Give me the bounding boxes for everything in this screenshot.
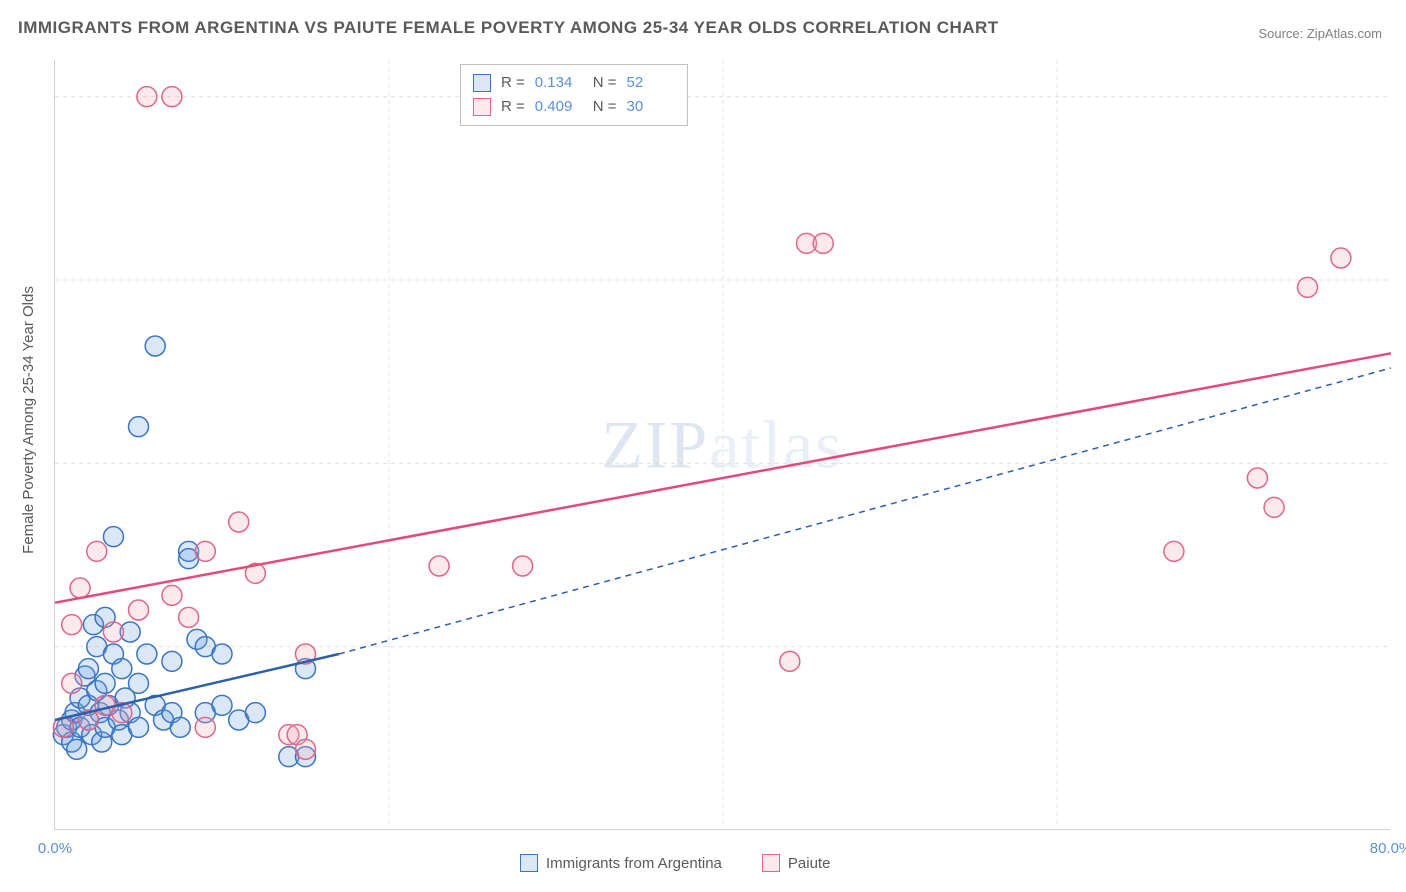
data-point bbox=[129, 417, 149, 437]
y-tick-label: 75.0% bbox=[1396, 272, 1406, 289]
data-point bbox=[429, 556, 449, 576]
data-point bbox=[129, 673, 149, 693]
y-tick-label: 25.0% bbox=[1396, 638, 1406, 655]
trend-line-extrapolated bbox=[339, 368, 1391, 654]
data-point bbox=[170, 717, 190, 737]
data-point bbox=[179, 607, 199, 627]
data-point bbox=[1298, 277, 1318, 297]
data-point bbox=[137, 644, 157, 664]
y-tick-label: 50.0% bbox=[1396, 455, 1406, 472]
y-axis-label: Female Poverty Among 25-34 Year Olds bbox=[20, 286, 37, 554]
chart-svg bbox=[55, 60, 1390, 829]
data-point bbox=[212, 695, 232, 715]
legend-swatch-icon bbox=[473, 98, 491, 116]
legend-swatch-icon bbox=[520, 854, 538, 872]
data-point bbox=[813, 233, 833, 253]
source-label: Source: ZipAtlas.com bbox=[1258, 26, 1382, 41]
legend-correlation: R = 0.134 N = 52 R = 0.409 N = 30 bbox=[460, 64, 688, 126]
y-tick-label: 100.0% bbox=[1396, 88, 1406, 105]
legend-series-label: Immigrants from Argentina bbox=[546, 855, 722, 872]
data-point bbox=[1331, 248, 1351, 268]
data-point bbox=[145, 336, 165, 356]
data-point bbox=[162, 585, 182, 605]
r-value: 0.409 bbox=[535, 95, 583, 119]
data-point bbox=[87, 541, 107, 561]
n-label: N = bbox=[593, 95, 617, 119]
r-value: 0.134 bbox=[535, 71, 583, 95]
data-point bbox=[513, 556, 533, 576]
legend-series: Immigrants from Argentina Paiute bbox=[520, 854, 830, 872]
data-point bbox=[95, 673, 115, 693]
plot-area: ZIPatlas 25.0%50.0%75.0%100.0%0.0%80.0% bbox=[54, 60, 1390, 830]
legend-swatch-icon bbox=[473, 74, 491, 92]
data-point bbox=[780, 651, 800, 671]
data-point bbox=[162, 87, 182, 107]
data-point bbox=[103, 622, 123, 642]
legend-correlation-row: R = 0.134 N = 52 bbox=[473, 71, 675, 95]
data-point bbox=[195, 717, 215, 737]
data-point bbox=[245, 703, 265, 723]
data-point bbox=[129, 717, 149, 737]
data-point bbox=[1247, 468, 1267, 488]
legend-correlation-row: R = 0.409 N = 30 bbox=[473, 95, 675, 119]
data-point bbox=[62, 673, 82, 693]
n-value: 52 bbox=[627, 71, 675, 95]
data-point bbox=[112, 659, 132, 679]
data-point bbox=[229, 512, 249, 532]
r-label: R = bbox=[501, 95, 525, 119]
chart-title: IMMIGRANTS FROM ARGENTINA VS PAIUTE FEMA… bbox=[18, 18, 999, 38]
x-tick-label: 0.0% bbox=[38, 840, 72, 857]
data-point bbox=[162, 651, 182, 671]
legend-series-label: Paiute bbox=[788, 855, 831, 872]
data-point bbox=[129, 600, 149, 620]
n-value: 30 bbox=[627, 95, 675, 119]
data-point bbox=[103, 527, 123, 547]
r-label: R = bbox=[501, 71, 525, 95]
data-point bbox=[1164, 541, 1184, 561]
chart-container: IMMIGRANTS FROM ARGENTINA VS PAIUTE FEMA… bbox=[0, 0, 1406, 892]
data-point bbox=[78, 659, 98, 679]
n-label: N = bbox=[593, 71, 617, 95]
data-point bbox=[212, 644, 232, 664]
legend-series-item: Paiute bbox=[762, 854, 831, 872]
data-point bbox=[70, 578, 90, 598]
data-point bbox=[137, 87, 157, 107]
data-point bbox=[62, 615, 82, 635]
legend-swatch-icon bbox=[762, 854, 780, 872]
data-point bbox=[296, 739, 316, 759]
x-tick-label: 80.0% bbox=[1370, 840, 1406, 857]
data-point bbox=[1264, 497, 1284, 517]
data-point bbox=[67, 739, 87, 759]
legend-series-item: Immigrants from Argentina bbox=[520, 854, 722, 872]
data-point bbox=[195, 541, 215, 561]
